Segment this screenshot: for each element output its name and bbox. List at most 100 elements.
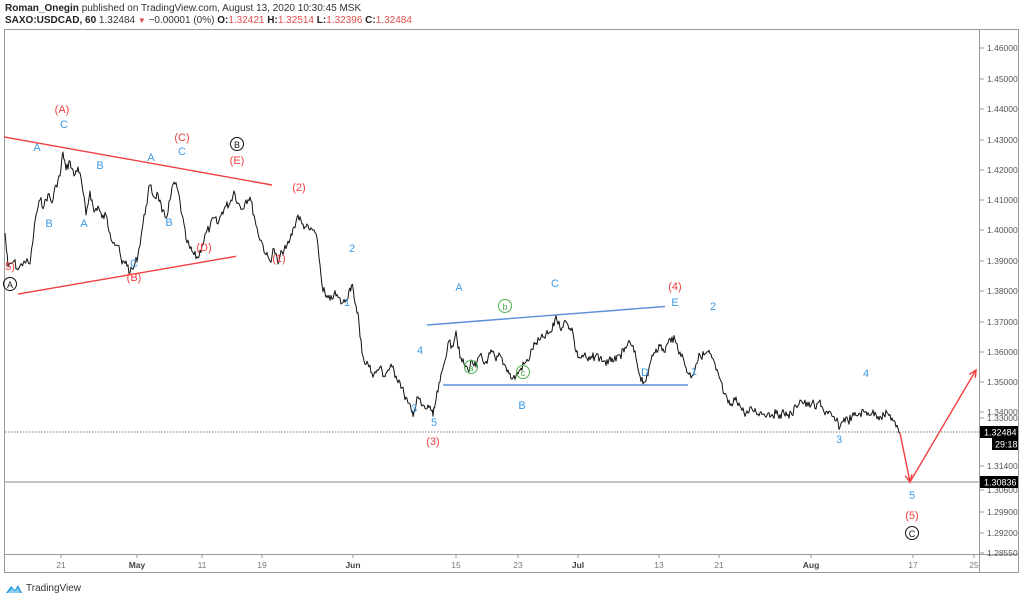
close-label: C: (365, 15, 376, 26)
wave-label: C (551, 278, 559, 290)
wave-circle-icon (516, 365, 530, 379)
arrowhead-icon (904, 474, 913, 484)
wave-label: C (60, 119, 68, 131)
tradingview-logo[interactable]: TradingView (5, 583, 81, 594)
time-axis[interactable]: 21 May 11 19 Jun 15 23 Jul 13 21 Aug 17 25 (56, 555, 979, 570)
time-tick: 13 (654, 560, 664, 570)
wave-label: 4 (863, 368, 869, 380)
wave-label: A (80, 218, 88, 230)
wave-label: (D) (196, 242, 211, 254)
price-change: −0.00001 (0%) (148, 15, 215, 26)
price-tick: 1.36000 (987, 347, 1018, 357)
wave-label: b (502, 302, 507, 312)
time-tick: May (129, 560, 146, 570)
wave-label: A (33, 142, 41, 154)
wave-label: (B) (127, 272, 142, 284)
wave-label: (2) (292, 182, 305, 194)
price-tick: 1.34000 (987, 407, 1018, 417)
wave-label: (E) (230, 155, 245, 167)
wave-label: D (641, 367, 649, 379)
time-tick: 17 (908, 560, 918, 570)
wave-circle-icon (464, 360, 478, 374)
high-label: H: (267, 15, 278, 26)
target-price-tag: 1.30836 (984, 478, 1017, 488)
price-tick: 1.29900 (987, 507, 1018, 517)
last-price: 1.32484 (98, 15, 136, 26)
horizontal-lines (5, 431, 979, 483)
wave-label: (5) (905, 510, 918, 522)
time-tick: Jul (572, 560, 584, 570)
wave-label: 5 (431, 417, 437, 429)
wave-label: C (178, 146, 186, 158)
low-label: L: (316, 15, 327, 26)
time-tick: 23 (513, 560, 523, 570)
red-trendline[interactable] (17, 255, 237, 295)
price-axis[interactable]: 1.46000 1.45000 1.44000 1.43000 1.42000 1.410… (980, 43, 1018, 558)
arrowhead-icon (968, 368, 977, 379)
blue-trendline[interactable] (426, 305, 666, 326)
wave-label: 5 (909, 490, 915, 502)
time-tick: 11 (198, 560, 207, 570)
wave-label: (C) (174, 132, 189, 144)
price-tick: 1.37000 (987, 317, 1018, 327)
time-tick: 15 (451, 560, 461, 570)
publish-info: Roman_Onegin published on TradingView.co… (5, 3, 361, 14)
price-tick: 1.41000 (987, 195, 1018, 205)
price-tick: 1.29200 (987, 528, 1018, 538)
wave-label: C (909, 529, 916, 539)
price-chart[interactable]: 1.46000 1.45000 1.44000 1.43000 1.42000 1.410… (0, 0, 1024, 580)
wave-label: B (165, 217, 172, 229)
price-tick: 1.46000 (987, 43, 1018, 53)
bar-countdown-tag: 29:18 (995, 440, 1018, 450)
symbol-legend: SAXO:USDCAD, 60 1.32484 ▼ −0.00001 (0%) … (5, 15, 412, 26)
wave-label: 3 (836, 434, 842, 446)
wave-label: 2 (349, 243, 355, 255)
wave-circle-icon (498, 299, 512, 313)
published-text: published on TradingView.com, August 13,… (81, 3, 362, 14)
wave-circle-icon (230, 137, 244, 151)
author-name[interactable]: Roman_Onegin (5, 3, 79, 14)
wave-label: 2 (710, 301, 716, 313)
wave-circle-icon (3, 277, 17, 291)
price-tick: 1.40000 (987, 225, 1018, 235)
time-tick: 19 (257, 560, 267, 570)
price-line (4, 151, 901, 434)
wave-label: 5) (5, 261, 15, 273)
wave-label: B (234, 140, 240, 150)
high-value: 1.32514 (277, 15, 314, 26)
wave-label: B (45, 218, 52, 230)
time-tick: 25 (969, 560, 979, 570)
time-tick: Aug (803, 560, 820, 570)
wave-label: (3) (426, 436, 439, 448)
wave-label: 4 (417, 345, 423, 357)
price-tick: 1.44000 (987, 104, 1018, 114)
price-tick: 1.39000 (987, 256, 1018, 266)
projection-path[interactable] (899, 369, 977, 484)
price-tick: 1.31400 (987, 461, 1018, 471)
close-value: 1.32484 (375, 15, 412, 26)
wave-circle-icon (905, 526, 919, 540)
wave-label: B (96, 160, 103, 172)
chart-frame (4, 29, 1019, 573)
price-tick: 1.38000 (987, 286, 1018, 296)
wave-label: 1 (344, 297, 350, 309)
price-tick: 1.42000 (987, 165, 1018, 175)
time-tick: 21 (714, 560, 724, 570)
symbol-name: SAXO:USDCAD, 60 (5, 15, 97, 26)
brand-text: TradingView (26, 583, 82, 594)
wave-label: C (130, 258, 138, 270)
time-tick: 21 (56, 560, 66, 570)
wave-label: (1) (272, 253, 285, 265)
wave-label: A (147, 152, 155, 164)
down-arrow-icon: ▼ (137, 16, 146, 25)
trendlines (3, 136, 688, 386)
wave-label: B (518, 400, 525, 412)
price-tick: 1.30600 (987, 485, 1018, 495)
red-trendline[interactable] (3, 136, 273, 186)
tradingview-cloud-icon (6, 585, 22, 593)
wave-label: c (521, 368, 526, 378)
wave-label: A (7, 280, 13, 290)
open-value: 1.32421 (228, 15, 265, 26)
wave-label: A (455, 282, 463, 294)
price-tick: 1.43000 (987, 135, 1018, 145)
